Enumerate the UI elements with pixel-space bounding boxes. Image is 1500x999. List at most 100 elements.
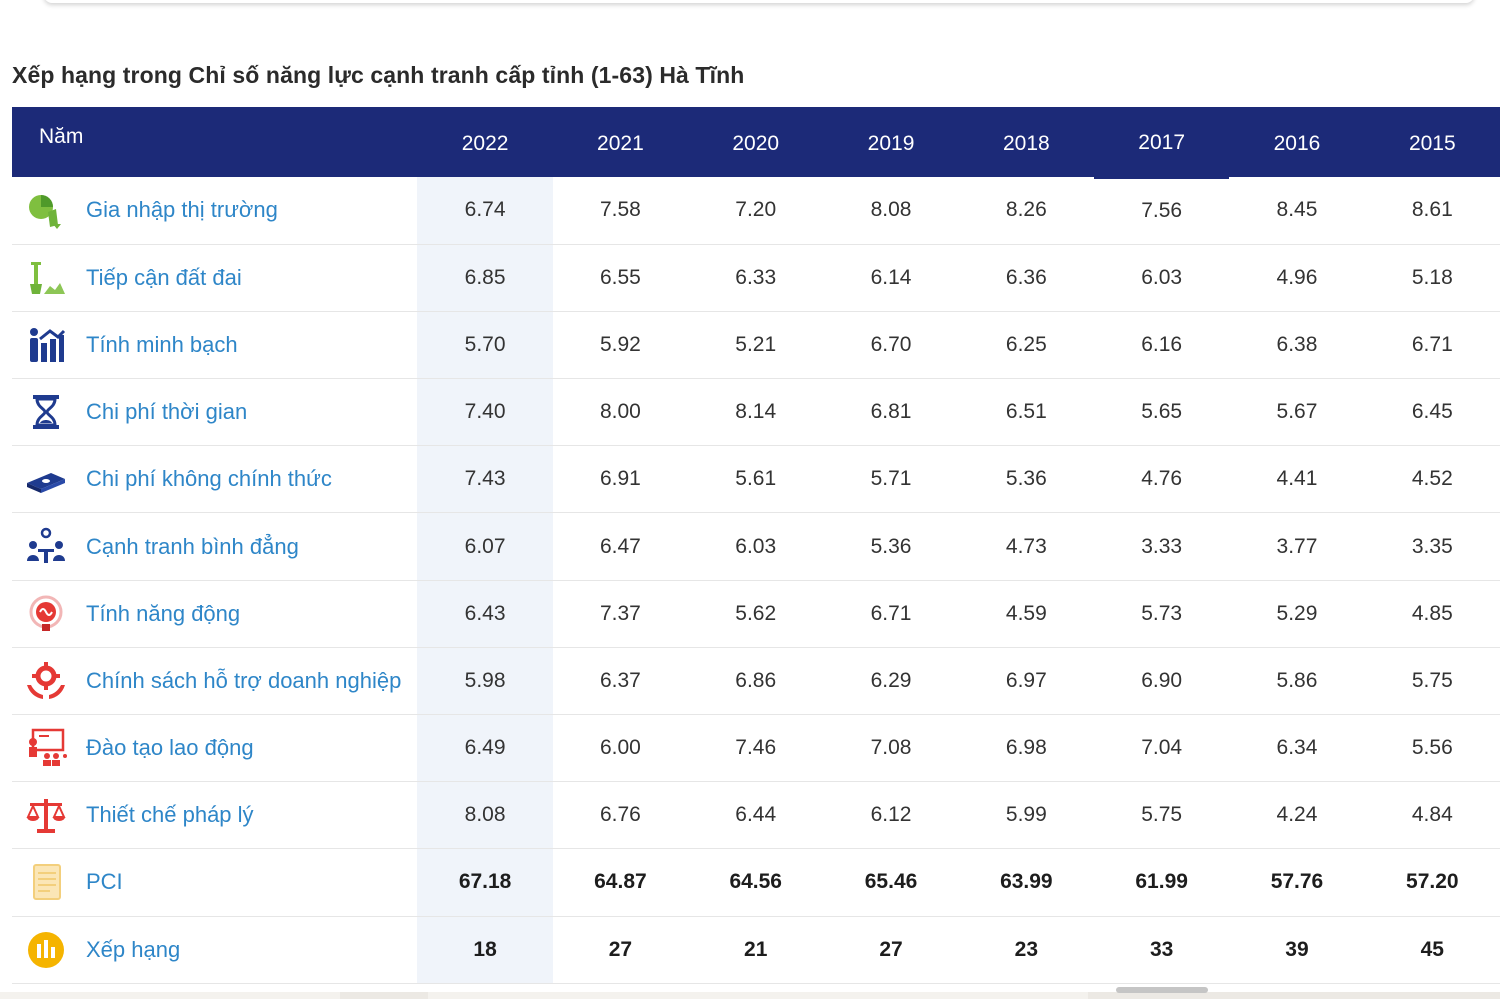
row-label-link[interactable]: Tiếp cận đất đai: [86, 264, 242, 290]
value-cell: 7.56: [1094, 177, 1230, 245]
value-cell: 33: [1094, 916, 1230, 984]
value-cell: 6.34: [1229, 714, 1365, 783]
header-year: 2015: [1408, 132, 1456, 155]
value-cell: 5.73: [1094, 580, 1230, 648]
value-cell: 6.16: [1094, 311, 1230, 380]
value-cell: 8.61: [1364, 177, 1500, 245]
value-cell: 5.29: [1229, 580, 1365, 648]
value-cell: 6.70: [823, 311, 959, 380]
row-label-link[interactable]: Tính năng động: [86, 600, 241, 626]
row-label-cell: PCI: [12, 848, 418, 917]
value-cell: 8.08: [823, 177, 959, 245]
row-label-cell: Chi phí không chính thức: [12, 445, 418, 514]
row-label-link[interactable]: Cạnh tranh bình đẳng: [86, 533, 299, 559]
row-label-link[interactable]: Chi phí thời gian: [86, 399, 248, 425]
hourglass-icon: [24, 390, 68, 434]
row-label-cell: Cạnh tranh bình đẳng: [12, 512, 418, 581]
gear-hands-icon: [24, 659, 68, 703]
table-row: Tính năng động 6.43 7.37 5.62 6.71 4.59 5.73 5.…: [12, 580, 1500, 648]
table-header-row: Năm 2022 2021 2020 2019 2018 2017 2016 2…: [12, 107, 1500, 179]
value-cell: 7.46: [688, 714, 824, 783]
brain-icon: [24, 592, 68, 636]
table-row: Tính minh bạch 5.70 5.92 5.21 6.70 6.25 6.16 6.…: [12, 311, 1500, 380]
header-year: 2017: [1094, 107, 1230, 179]
value-cell: 5.98: [417, 647, 553, 716]
value-cell: 6.43: [417, 580, 553, 648]
value-cell: 6.71: [823, 580, 959, 648]
value-cell: 6.03: [688, 512, 824, 581]
row-label-link[interactable]: Chính sách hỗ trợ doanh nghiệp: [86, 667, 402, 693]
value-cell: 3.33: [1094, 512, 1230, 581]
value-cell: 6.07: [417, 512, 553, 581]
value-cell: 57.76: [1229, 848, 1365, 917]
value-cell: 8.00: [552, 378, 689, 447]
row-label-cell: Xếp hạng: [12, 916, 418, 984]
value-cell: 8.26: [958, 177, 1094, 245]
value-cell: 6.71: [1364, 311, 1500, 380]
row-label-link[interactable]: Đào tạo lao động: [86, 735, 254, 761]
value-cell: 5.36: [958, 445, 1094, 514]
value-cell: 5.75: [1364, 647, 1500, 716]
value-cell: 5.71: [823, 445, 959, 514]
market-entry-icon: [24, 188, 68, 232]
land-access-icon: [24, 256, 68, 300]
row-label-link[interactable]: Gia nhập thị trường: [86, 197, 278, 223]
value-cell: 6.00: [552, 714, 689, 783]
value-cell: 7.04: [1094, 714, 1230, 783]
table-row: PCI 67.18 64.87 64.56 65.46 63.99 61.99 57.76 57…: [12, 848, 1500, 917]
header-year: 2016: [1273, 132, 1321, 155]
value-cell: 57.20: [1364, 848, 1500, 917]
row-label-link[interactable]: PCI: [86, 869, 123, 895]
value-cell: 8.14: [688, 378, 824, 447]
row-label-link[interactable]: Xếp hạng: [86, 936, 181, 962]
transparency-icon: [24, 323, 68, 367]
value-cell: 3.35: [1364, 512, 1500, 581]
value-cell: 4.84: [1364, 781, 1500, 850]
value-cell: 45: [1364, 916, 1500, 984]
value-cell: 6.86: [688, 647, 824, 716]
value-cell: 6.98: [958, 714, 1094, 783]
value-cell: 18: [417, 916, 553, 984]
value-cell: 6.03: [1094, 244, 1230, 312]
value-cell: 7.43: [417, 445, 553, 514]
value-cell: 6.38: [1229, 311, 1365, 380]
value-cell: 6.49: [417, 714, 553, 783]
value-cell: 6.44: [688, 781, 824, 850]
header-year: 2020: [732, 132, 780, 155]
bottom-strip: [0, 992, 1500, 999]
row-label-cell: Gia nhập thị trường: [12, 177, 418, 245]
value-cell: 6.91: [552, 445, 689, 514]
value-cell: 4.41: [1229, 445, 1365, 514]
value-cell: 5.86: [1229, 647, 1365, 716]
row-label-cell: Chi phí thời gian: [12, 378, 418, 447]
value-cell: 5.18: [1364, 244, 1500, 312]
row-label-link[interactable]: Chi phí không chính thức: [86, 466, 332, 492]
scales-icon: [24, 793, 68, 837]
value-cell: 7.20: [688, 177, 824, 245]
value-cell: 5.61: [688, 445, 824, 514]
value-cell: 61.99: [1094, 848, 1230, 917]
row-label-cell: Tiếp cận đất đai: [12, 244, 418, 312]
value-cell: 5.75: [1094, 781, 1230, 850]
row-label-link[interactable]: Thiết chế pháp lý: [86, 802, 254, 828]
value-cell: 4.85: [1364, 580, 1500, 648]
value-cell: 6.81: [823, 378, 959, 447]
row-label-cell: Tính năng động: [12, 580, 418, 648]
page-title: Xếp hạng trong Chỉ số năng lực cạnh tran…: [12, 62, 745, 88]
value-cell: 7.40: [417, 378, 553, 447]
header-year: 2018: [1002, 132, 1050, 155]
value-cell: 27: [552, 916, 689, 984]
value-cell: 5.92: [552, 311, 689, 380]
value-cell: 4.24: [1229, 781, 1365, 850]
document-icon: [24, 860, 68, 904]
table-row: Tiếp cận đất đai 6.85 6.55 6.33 6.14 6.36 6.03…: [12, 244, 1500, 312]
value-cell: 64.56: [688, 848, 824, 917]
money-icon: [24, 457, 68, 501]
value-cell: 4.52: [1364, 445, 1500, 514]
row-label-cell: Đào tạo lao động: [12, 714, 418, 783]
value-cell: 4.76: [1094, 445, 1230, 514]
row-label-link[interactable]: Tính minh bạch: [86, 331, 238, 357]
value-cell: 6.29: [823, 647, 959, 716]
horizontal-scrollbar[interactable]: [1116, 987, 1208, 993]
value-cell: 6.51: [958, 378, 1094, 447]
